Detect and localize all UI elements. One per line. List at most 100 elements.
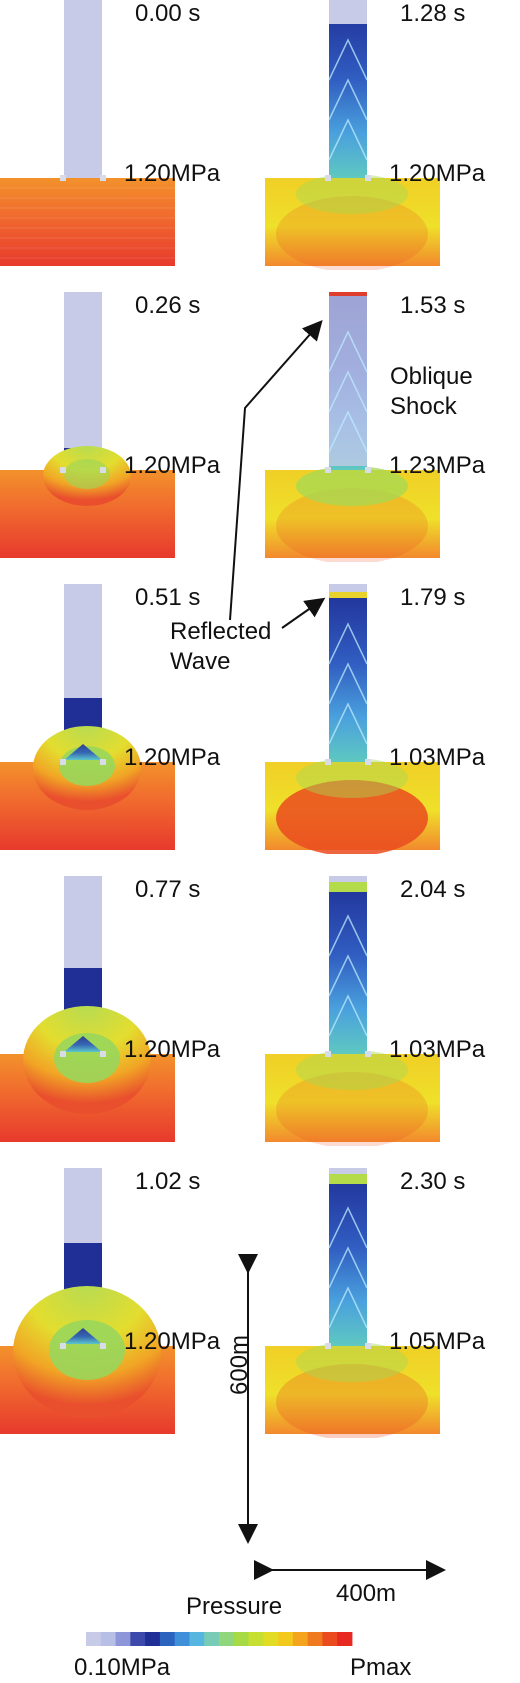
top-cap (329, 1168, 367, 1174)
oblique-shock-line (328, 1286, 368, 1329)
pressure-label: 1.20MPa (124, 1328, 221, 1355)
right-nozzle-corner (365, 175, 371, 181)
legend-swatch (189, 1632, 205, 1646)
right-nozzle-corner (100, 175, 106, 181)
legend-swatch (219, 1632, 235, 1646)
green-front (329, 882, 367, 892)
left-nozzle-corner (325, 1051, 331, 1057)
right-nozzle-corner (100, 759, 106, 765)
shock-tube (329, 584, 367, 762)
simulation-frame-0-00s: 0.00 s 1.20MPa (0, 0, 220, 290)
simulation-frame-0-26s: 0.26 s 1.20MPa (0, 292, 220, 582)
right-nozzle-corner (100, 467, 106, 473)
yellow-reflected-front (329, 592, 367, 598)
oblique-shock-line (328, 38, 368, 81)
hot-zone (276, 1364, 428, 1438)
pressure-label: 1.05MPa (389, 1328, 486, 1355)
top-cap (329, 0, 367, 24)
hot-zone (276, 196, 428, 270)
frame-1-79s (265, 584, 440, 854)
pressure-label: 1.03MPa (389, 744, 486, 771)
pressure-label: 1.20MPa (124, 452, 221, 479)
oblique-shock-line (328, 330, 368, 373)
nozzle-transition (64, 1328, 102, 1344)
legend-swatch (100, 1632, 116, 1646)
left-nozzle-corner (325, 759, 331, 765)
pressure-label: 1.23MPa (389, 452, 486, 479)
simulation-frame-2-30s: 2.30 s 1.05MPa (265, 1168, 485, 1458)
time-label: 0.00 s (135, 0, 201, 27)
nozzle-transition (64, 1036, 102, 1052)
simulation-frame-1-28s: 1.28 s 1.20MPa (265, 0, 485, 290)
right-nozzle-corner (365, 467, 371, 473)
simulation-frame-0-77s: 0.77 s 1.20MPa (0, 876, 220, 1166)
top-cap (329, 876, 367, 882)
time-label: 2.04 s (400, 876, 466, 903)
reflected-wave-label: Reflected Wave (170, 618, 272, 675)
frame-1-02s (0, 1168, 175, 1434)
legend-swatch (278, 1632, 294, 1646)
oblique-shock-line (328, 78, 368, 121)
left-nozzle-corner (60, 467, 66, 473)
simulation-frame-1-53s: 1.53 s 1.23MPa (265, 292, 485, 582)
pressure-label: 1.20MPa (124, 1036, 221, 1063)
green-zone (296, 1342, 408, 1382)
legend-swatch (115, 1632, 131, 1646)
legend-swatch (248, 1632, 264, 1646)
tube-column (64, 292, 102, 470)
ground-base (265, 1346, 440, 1434)
oblique-shock-line (328, 994, 368, 1037)
oblique-shock-line (328, 1246, 368, 1289)
legend-swatch (337, 1632, 353, 1646)
green-pressure-core (64, 459, 110, 489)
left-nozzle-corner (325, 1343, 331, 1349)
time-label: 0.26 s (135, 292, 201, 319)
legend-swatch (292, 1632, 309, 1646)
frame-0-77s (0, 876, 175, 1142)
legend-swatch (159, 1632, 176, 1646)
oblique-shock-line (328, 662, 368, 705)
left-nozzle-corner (60, 759, 66, 765)
legend-swatch (307, 1632, 323, 1646)
oblique-shock-line (328, 622, 368, 665)
hot-zone (276, 780, 428, 854)
simulation-frame-1-79s: 1.79 s 1.03MPa (265, 584, 485, 874)
simulation-frame-0-51s: 0.51 s 1.20MPa (0, 584, 220, 874)
frame-0-00s (0, 0, 175, 266)
legend-swatch (145, 1632, 161, 1646)
legend-swatch (322, 1632, 338, 1646)
green-zone (296, 758, 408, 798)
oblique-shock-label: Oblique Shock (390, 363, 473, 420)
right-nozzle-corner (100, 1343, 106, 1349)
green-pressure-core (54, 1033, 120, 1083)
time-label: 2.30 s (400, 1168, 466, 1195)
legend-title: Pressure (186, 1593, 283, 1620)
green-front (329, 1174, 367, 1184)
ground-base (0, 178, 175, 266)
left-nozzle-corner (60, 1343, 66, 1349)
time-label: 1.53 s (400, 292, 466, 319)
green-zone (296, 174, 408, 214)
legend-swatch (233, 1632, 249, 1646)
oblique-shock-line (328, 1206, 368, 1249)
left-nozzle-corner (60, 175, 66, 181)
top-cap (329, 584, 367, 592)
legend-swatch (174, 1632, 190, 1646)
frame-2-30s (265, 1168, 440, 1438)
pressure-label: 1.20MPa (124, 160, 221, 187)
time-label: 0.77 s (135, 876, 201, 903)
pressure-label: 1.03MPa (389, 1036, 486, 1063)
right-nozzle-corner (100, 1051, 106, 1057)
time-label: 1.79 s (400, 584, 466, 611)
left-nozzle-corner (60, 1051, 66, 1057)
shock-tube (329, 1168, 367, 1346)
oblique-shock-line (328, 410, 368, 453)
legend-swatch (263, 1632, 279, 1646)
oblique-shock-line (328, 370, 368, 413)
frame-0-26s (0, 292, 175, 558)
shock-tube (329, 876, 367, 1054)
oblique-shock-line (328, 118, 368, 161)
legend-max-label: Pmax (350, 1654, 412, 1681)
height-dimension-label: 600m (226, 1334, 253, 1395)
right-nozzle-corner (365, 1051, 371, 1057)
